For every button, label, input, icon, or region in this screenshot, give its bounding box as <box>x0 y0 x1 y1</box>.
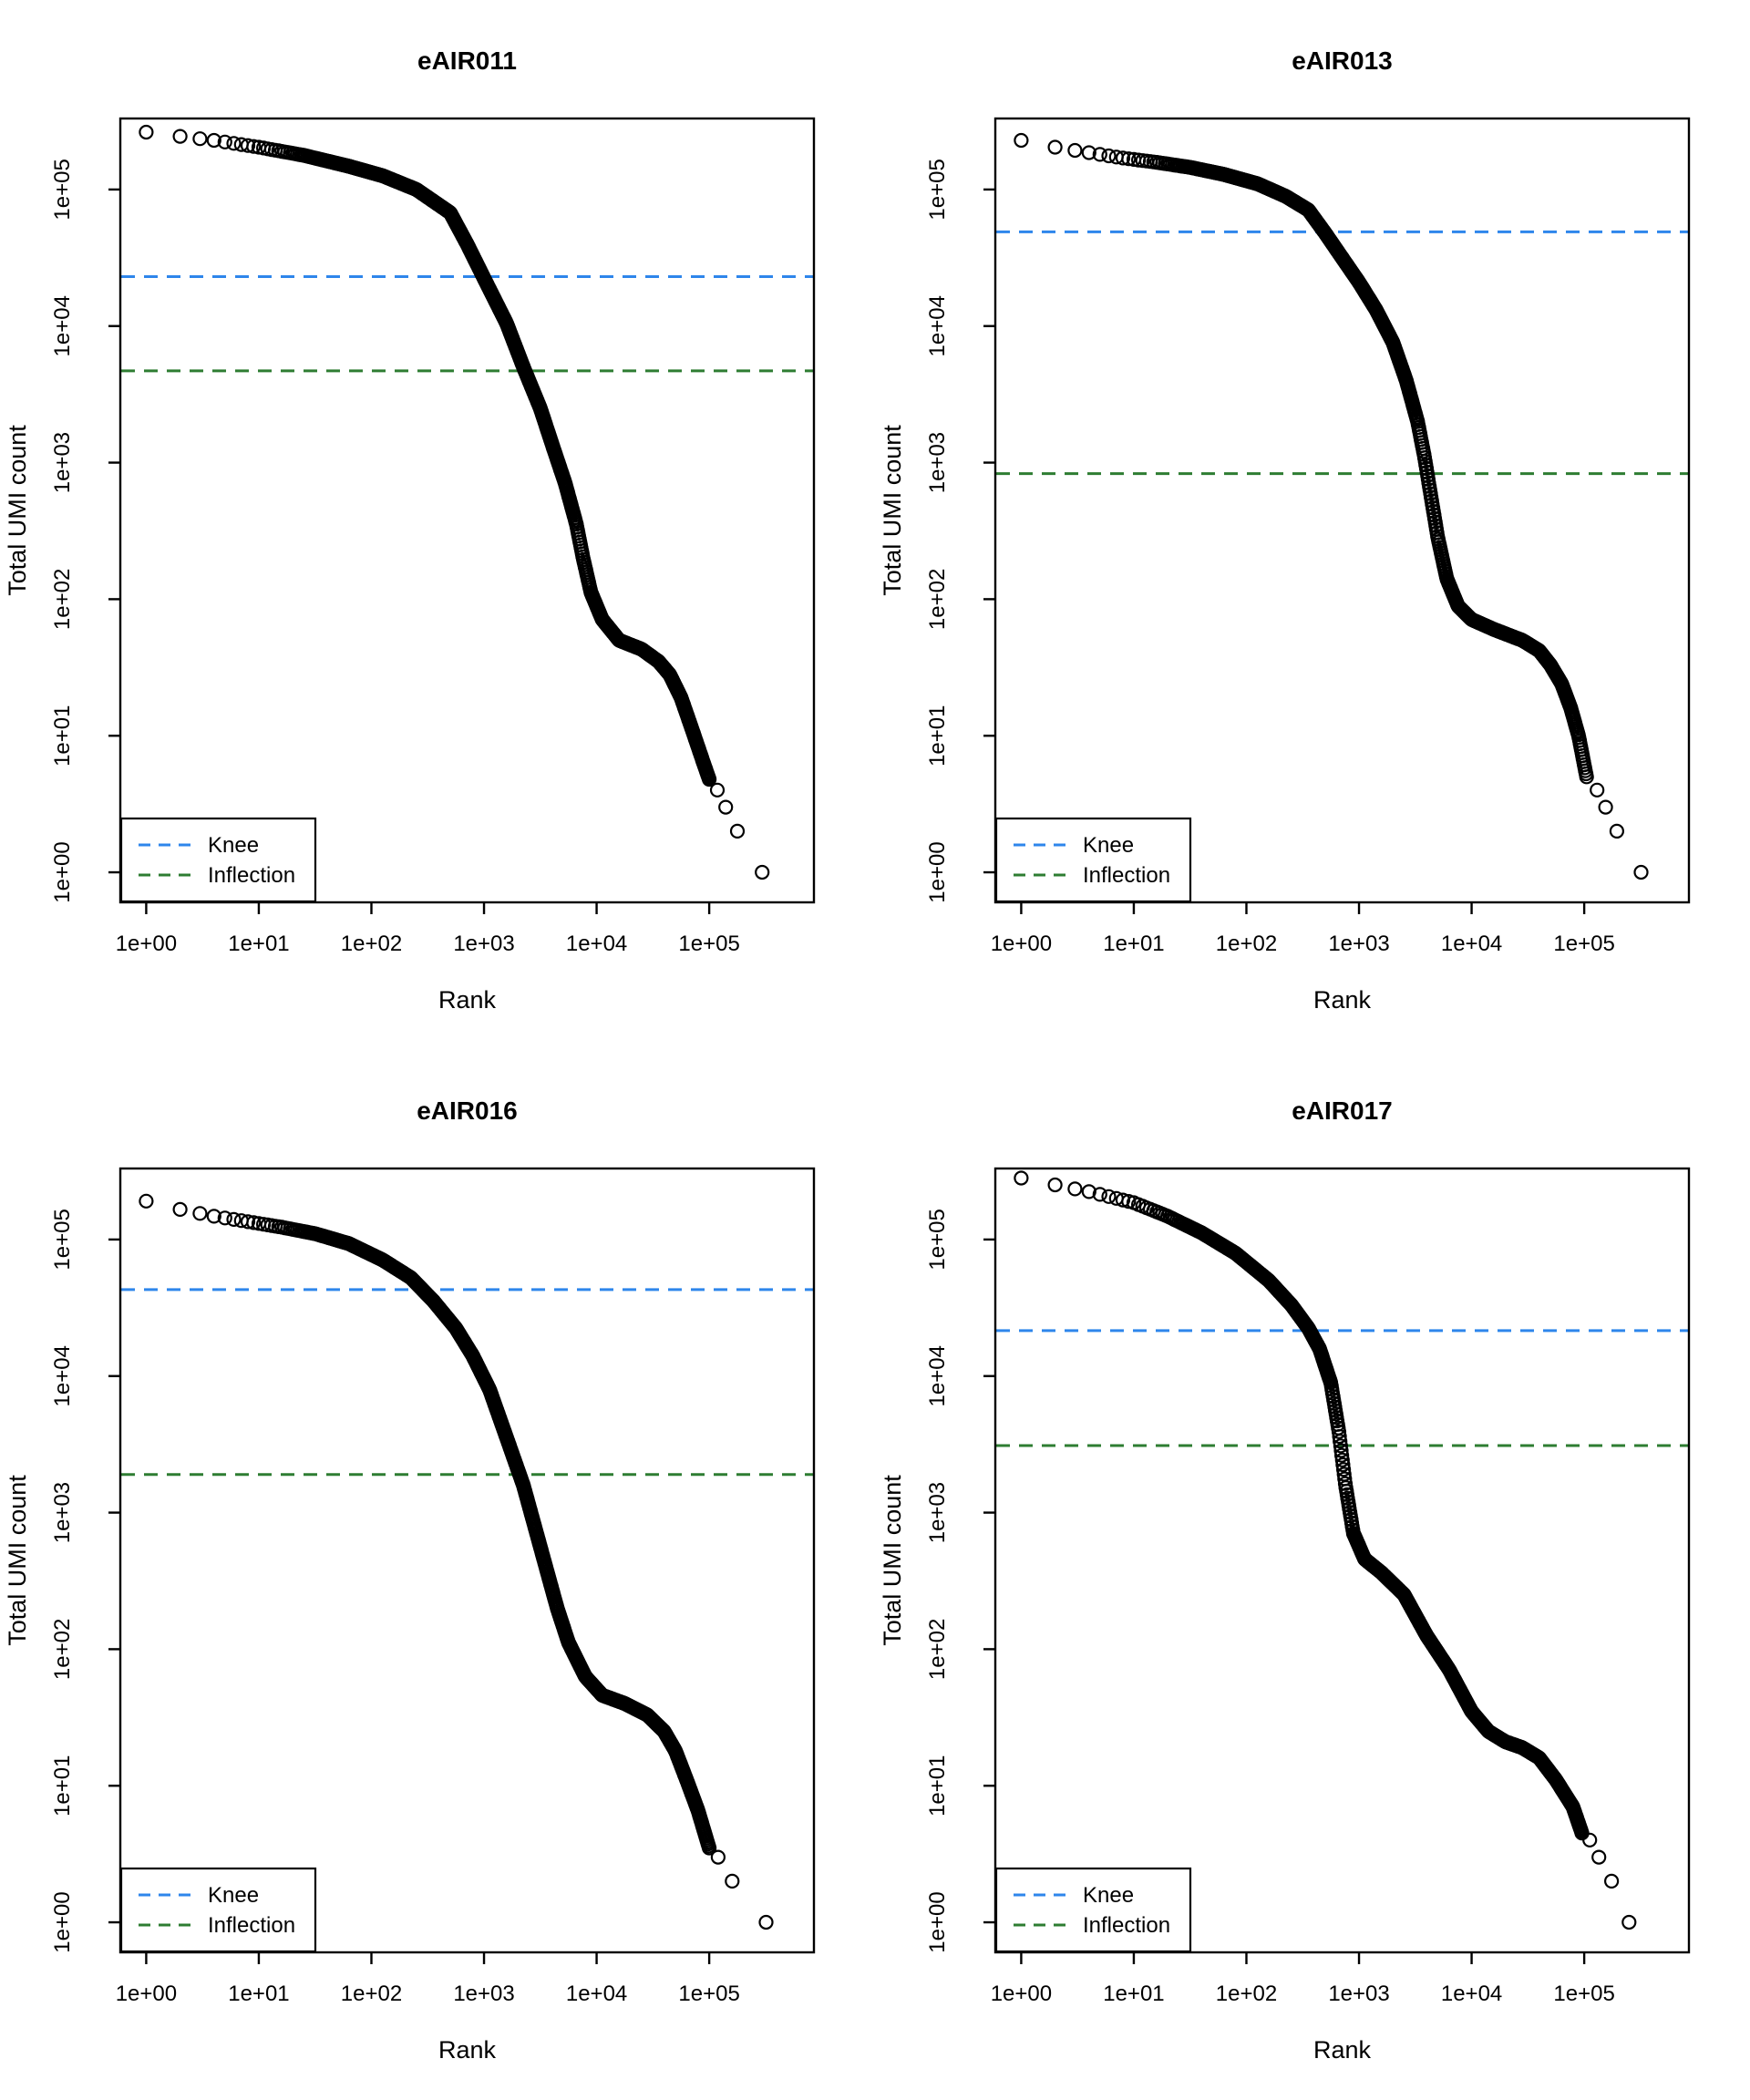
x-tick-label: 1e+05 <box>1553 932 1614 956</box>
y-tick-label: 1e+01 <box>925 705 950 767</box>
axis-ticks <box>983 188 1586 914</box>
chart-panel-eAIR016: 1e+00 1e+01 1e+02 1e+03 1e+04 1e+05 1e+00 1e+01… <box>0 1050 875 2100</box>
x-tick-label: 1e+05 <box>678 932 739 956</box>
x-tick-label: 1e+01 <box>228 932 289 956</box>
x-tick-label: 1e+00 <box>116 932 177 956</box>
x-tick-label: 1e+04 <box>566 932 627 956</box>
x-axis-label: Rank <box>438 2036 497 2064</box>
x-tick-label: 1e+03 <box>1328 1982 1389 2006</box>
y-tick-label: 1e+05 <box>925 159 950 220</box>
y-tick-label: 1e+04 <box>925 295 950 356</box>
x-tick-label: 1e+04 <box>1441 932 1502 956</box>
x-tick-label: 1e+00 <box>116 1982 177 2006</box>
legend: Knee Inflection <box>119 817 317 903</box>
knee-plot-svg: 1e+00 1e+01 1e+02 1e+03 1e+04 1e+05 1e+00 1e+01… <box>879 1096 1691 2064</box>
y-tick-label: 1e+02 <box>925 1619 950 1680</box>
data-points <box>139 124 770 880</box>
legend-label: Knee <box>1083 833 1134 858</box>
plot-title: eAIR017 <box>1292 1096 1393 1125</box>
x-tick-label: 1e+00 <box>991 932 1052 956</box>
legend-label: Knee <box>208 1883 259 1908</box>
y-tick-label: 1e+04 <box>50 1345 75 1406</box>
x-tick-label: 1e+02 <box>1216 1982 1277 2006</box>
y-tick-label: 1e+04 <box>925 1345 950 1406</box>
data-points <box>1014 1170 1637 1930</box>
y-tick-label: 1e+05 <box>50 159 75 220</box>
x-tick-label: 1e+02 <box>341 932 402 956</box>
plot-title: eAIR016 <box>417 1096 518 1125</box>
knee-plot-svg: 1e+00 1e+01 1e+02 1e+03 1e+04 1e+05 1e+00 1e+01… <box>879 46 1691 1014</box>
y-tick-label: 1e+01 <box>925 1755 950 1817</box>
x-tick-label: 1e+05 <box>1553 1982 1614 2006</box>
y-tick-label: 1e+03 <box>50 432 75 493</box>
legend-box <box>119 817 317 903</box>
y-tick-label: 1e+05 <box>925 1209 950 1270</box>
legend-label: Knee <box>208 833 259 858</box>
legend-box <box>994 817 1192 903</box>
y-tick-label: 1e+00 <box>925 841 950 902</box>
x-tick-label: 1e+04 <box>566 1982 627 2006</box>
y-axis-label: Total UMI count <box>879 1475 906 1646</box>
y-axis-label: Total UMI count <box>4 1475 31 1646</box>
axis-ticks <box>108 1238 711 1964</box>
y-tick-label: 1e+01 <box>50 1755 75 1817</box>
y-tick-label: 1e+00 <box>925 1891 950 1952</box>
axis-ticks <box>983 1238 1586 1964</box>
y-tick-label: 1e+02 <box>925 569 950 630</box>
legend-label: Inflection <box>208 1913 295 1938</box>
y-tick-label: 1e+04 <box>50 295 75 356</box>
chart-panel-eAIR017: 1e+00 1e+01 1e+02 1e+03 1e+04 1e+05 1e+00 1e+01… <box>875 1050 1750 2100</box>
plot-title: eAIR011 <box>417 46 517 75</box>
y-tick-label: 1e+00 <box>50 1891 75 1952</box>
x-tick-label: 1e+04 <box>1441 1982 1502 2006</box>
x-tick-label: 1e+02 <box>1216 932 1277 956</box>
knee-plot-svg: 1e+00 1e+01 1e+02 1e+03 1e+04 1e+05 1e+00 1e+01… <box>4 46 816 1014</box>
x-axis-label: Rank <box>1313 986 1372 1014</box>
axis-ticks <box>108 188 711 914</box>
legend: Knee Inflection <box>119 1867 317 1953</box>
x-tick-label: 1e+01 <box>228 1982 289 2006</box>
legend-box <box>119 1867 317 1953</box>
chart-panel-eAIR013: 1e+00 1e+01 1e+02 1e+03 1e+04 1e+05 1e+00 1e+01… <box>875 0 1750 1050</box>
x-tick-label: 1e+01 <box>1103 932 1164 956</box>
chart-panel-eAIR011: 1e+00 1e+01 1e+02 1e+03 1e+04 1e+05 1e+00 1e+01… <box>0 0 875 1050</box>
y-tick-label: 1e+01 <box>50 705 75 767</box>
y-tick-label: 1e+02 <box>50 569 75 630</box>
x-tick-label: 1e+00 <box>991 1982 1052 2006</box>
y-tick-label: 1e+03 <box>925 432 950 493</box>
data-points <box>1014 132 1649 880</box>
x-tick-label: 1e+01 <box>1103 1982 1164 2006</box>
plot-box <box>118 117 816 904</box>
x-tick-label: 1e+03 <box>453 932 514 956</box>
legend: Knee Inflection <box>994 1867 1192 1953</box>
x-axis-label: Rank <box>1313 2036 1372 2064</box>
knee-plot-svg: 1e+00 1e+01 1e+02 1e+03 1e+04 1e+05 1e+00 1e+01… <box>4 1096 816 2064</box>
legend-label: Knee <box>1083 1883 1134 1908</box>
x-tick-label: 1e+03 <box>1328 932 1389 956</box>
y-tick-label: 1e+02 <box>50 1619 75 1680</box>
y-tick-label: 1e+03 <box>925 1482 950 1543</box>
x-tick-label: 1e+03 <box>453 1982 514 2006</box>
plot-box <box>118 1167 816 1954</box>
x-axis-label: Rank <box>438 986 497 1014</box>
data-points <box>139 1193 774 1930</box>
y-tick-label: 1e+05 <box>50 1209 75 1270</box>
y-tick-label: 1e+00 <box>50 841 75 902</box>
y-axis-label: Total UMI count <box>4 425 31 596</box>
plot-title: eAIR013 <box>1292 46 1393 75</box>
y-tick-label: 1e+03 <box>50 1482 75 1543</box>
legend-label: Inflection <box>208 863 295 888</box>
legend-label: Inflection <box>1083 863 1170 888</box>
legend-box <box>994 1867 1192 1953</box>
legend-label: Inflection <box>1083 1913 1170 1938</box>
plot-box <box>993 1167 1691 1954</box>
plot-box <box>993 117 1691 904</box>
legend: Knee Inflection <box>994 817 1192 903</box>
y-axis-label: Total UMI count <box>879 425 906 596</box>
x-tick-label: 1e+02 <box>341 1982 402 2006</box>
x-tick-label: 1e+05 <box>678 1982 739 2006</box>
